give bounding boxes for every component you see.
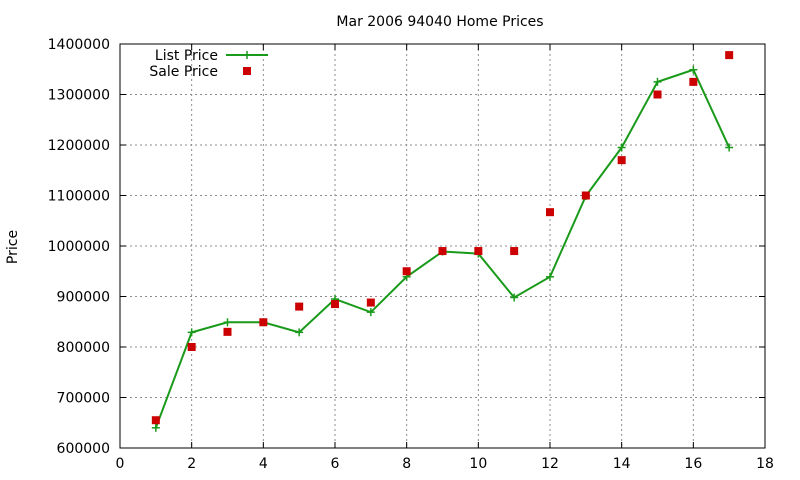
sale-price-point <box>331 300 339 309</box>
axes: 0 2 4 6 8 10 12 14 16 18 600000 700000 800000 900000 1… <box>48 37 774 472</box>
sale-price-point <box>223 327 232 336</box>
list-price-point <box>223 318 232 327</box>
x-tick-label: 18 <box>756 456 774 472</box>
grid <box>120 44 765 448</box>
y-tick-label: 1400000 <box>48 37 110 53</box>
chart-title: Mar 2006 94040 Home Prices <box>336 14 543 30</box>
x-tick-label: 16 <box>684 456 702 472</box>
sale-price-point <box>725 51 734 60</box>
y-tick-label: 900000 <box>57 290 110 306</box>
y-tick-label: 1300000 <box>48 88 110 104</box>
x-tick-label: 2 <box>187 456 196 472</box>
sale-price-point <box>151 416 160 425</box>
sale-price-point <box>187 343 196 351</box>
list-price-point <box>653 77 662 86</box>
list-price-point <box>151 423 160 432</box>
y-tick-label: 700000 <box>57 391 110 407</box>
legend-plus-marker <box>243 51 251 59</box>
y-axis-label: Price <box>5 230 21 264</box>
x-tick-label: 0 <box>116 456 125 472</box>
list-price-point <box>617 143 626 152</box>
sale-price-point <box>653 90 662 99</box>
list-price-point <box>366 308 375 317</box>
sale-price-point <box>617 156 626 165</box>
y-tick-label: 600000 <box>57 441 110 457</box>
sale-price-point <box>366 298 375 307</box>
list-price-point <box>725 143 734 152</box>
sale-price-point <box>546 208 554 217</box>
sale-price-point <box>474 247 483 256</box>
series-group <box>151 51 734 432</box>
sale-price-point <box>510 247 519 256</box>
series-1 <box>151 51 734 425</box>
y-tick-label: 800000 <box>57 340 110 356</box>
legend-label: List Price <box>155 48 218 64</box>
x-tick-label: 14 <box>613 456 631 472</box>
x-tick-label: 12 <box>541 456 559 472</box>
sale-price-point <box>259 318 268 327</box>
list-price-point <box>510 293 519 302</box>
sale-price-point <box>438 247 447 256</box>
sale-price-point <box>689 77 698 86</box>
x-tick-label: 10 <box>469 456 487 472</box>
legend-label: Sale Price <box>149 64 218 80</box>
sale-price-point <box>402 267 411 276</box>
legend-square-marker <box>243 67 251 75</box>
sale-price-point <box>581 191 590 200</box>
y-tick-label: 1200000 <box>48 138 110 154</box>
list-price-point <box>689 65 698 74</box>
list-price-point <box>187 328 196 337</box>
list-price-point <box>295 328 304 337</box>
list-price-point <box>546 272 554 281</box>
x-tick-label: 6 <box>331 456 340 472</box>
y-tick-label: 1000000 <box>48 239 110 255</box>
y-tick-label: 1100000 <box>48 189 110 205</box>
x-tick-label: 8 <box>402 456 411 472</box>
x-tick-label: 4 <box>259 456 268 472</box>
sale-price-point <box>295 302 304 311</box>
